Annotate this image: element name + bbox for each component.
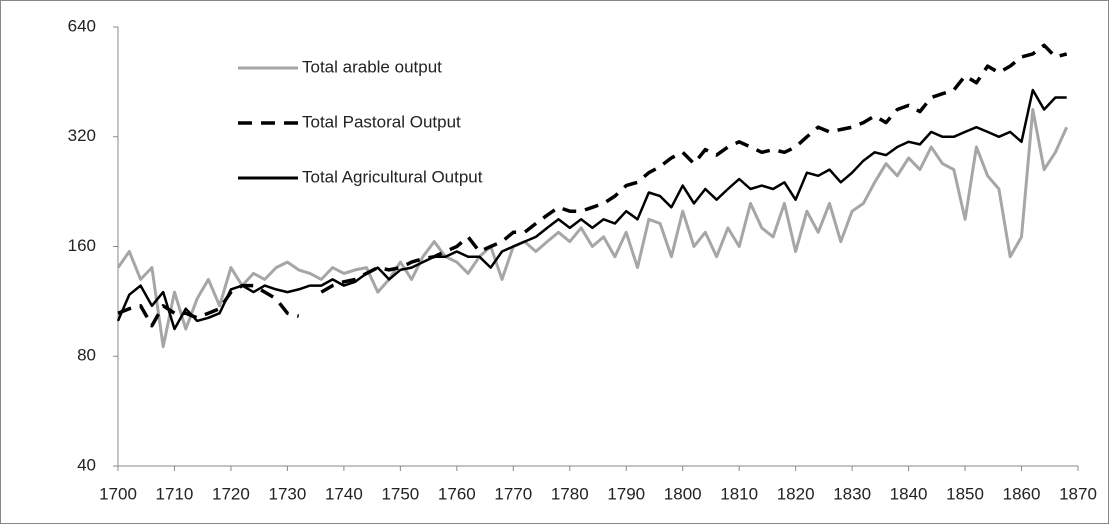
x-tick-label: 1790 bbox=[607, 484, 645, 503]
x-tick-label: 1720 bbox=[212, 484, 250, 503]
legend-label: Total Agricultural Output bbox=[302, 167, 483, 186]
x-tick-label: 1860 bbox=[1003, 484, 1041, 503]
x-tick-label: 1750 bbox=[381, 484, 419, 503]
x-tick-label: 1800 bbox=[664, 484, 702, 503]
series-line bbox=[116, 108, 1069, 349]
x-tick-label: 1730 bbox=[268, 484, 306, 503]
x-tick-label: 1700 bbox=[99, 484, 137, 503]
x-tick-label: 1760 bbox=[438, 484, 476, 503]
y-tick-label: 160 bbox=[68, 236, 96, 255]
x-tick-label: 1850 bbox=[946, 484, 984, 503]
x-tick-label: 1740 bbox=[325, 484, 363, 503]
series-line bbox=[117, 43, 1068, 328]
x-tick-label: 1710 bbox=[156, 484, 194, 503]
y-tick-label: 80 bbox=[77, 346, 96, 365]
x-tick-label: 1870 bbox=[1059, 484, 1097, 503]
x-tick-label: 1820 bbox=[777, 484, 815, 503]
x-tick-label: 1840 bbox=[890, 484, 928, 503]
y-tick-label: 640 bbox=[68, 16, 96, 35]
x-tick-label: 1830 bbox=[833, 484, 871, 503]
legend-label: Total Pastoral Output bbox=[302, 112, 461, 131]
y-tick-label: 320 bbox=[68, 126, 96, 145]
series-line bbox=[116, 88, 1067, 331]
legend-label: Total arable output bbox=[302, 57, 442, 76]
x-tick-label: 1780 bbox=[551, 484, 589, 503]
y-tick-label: 40 bbox=[77, 455, 96, 474]
x-tick-label: 1810 bbox=[720, 484, 758, 503]
x-tick-label: 1770 bbox=[494, 484, 532, 503]
